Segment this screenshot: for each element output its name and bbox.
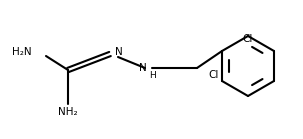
Text: N: N (139, 63, 147, 73)
Text: H: H (149, 70, 156, 80)
Text: Cl: Cl (208, 70, 218, 80)
Text: N: N (115, 47, 123, 57)
Text: NH₂: NH₂ (58, 107, 78, 117)
Text: Cl: Cl (243, 34, 253, 44)
Text: H₂N: H₂N (12, 47, 32, 57)
